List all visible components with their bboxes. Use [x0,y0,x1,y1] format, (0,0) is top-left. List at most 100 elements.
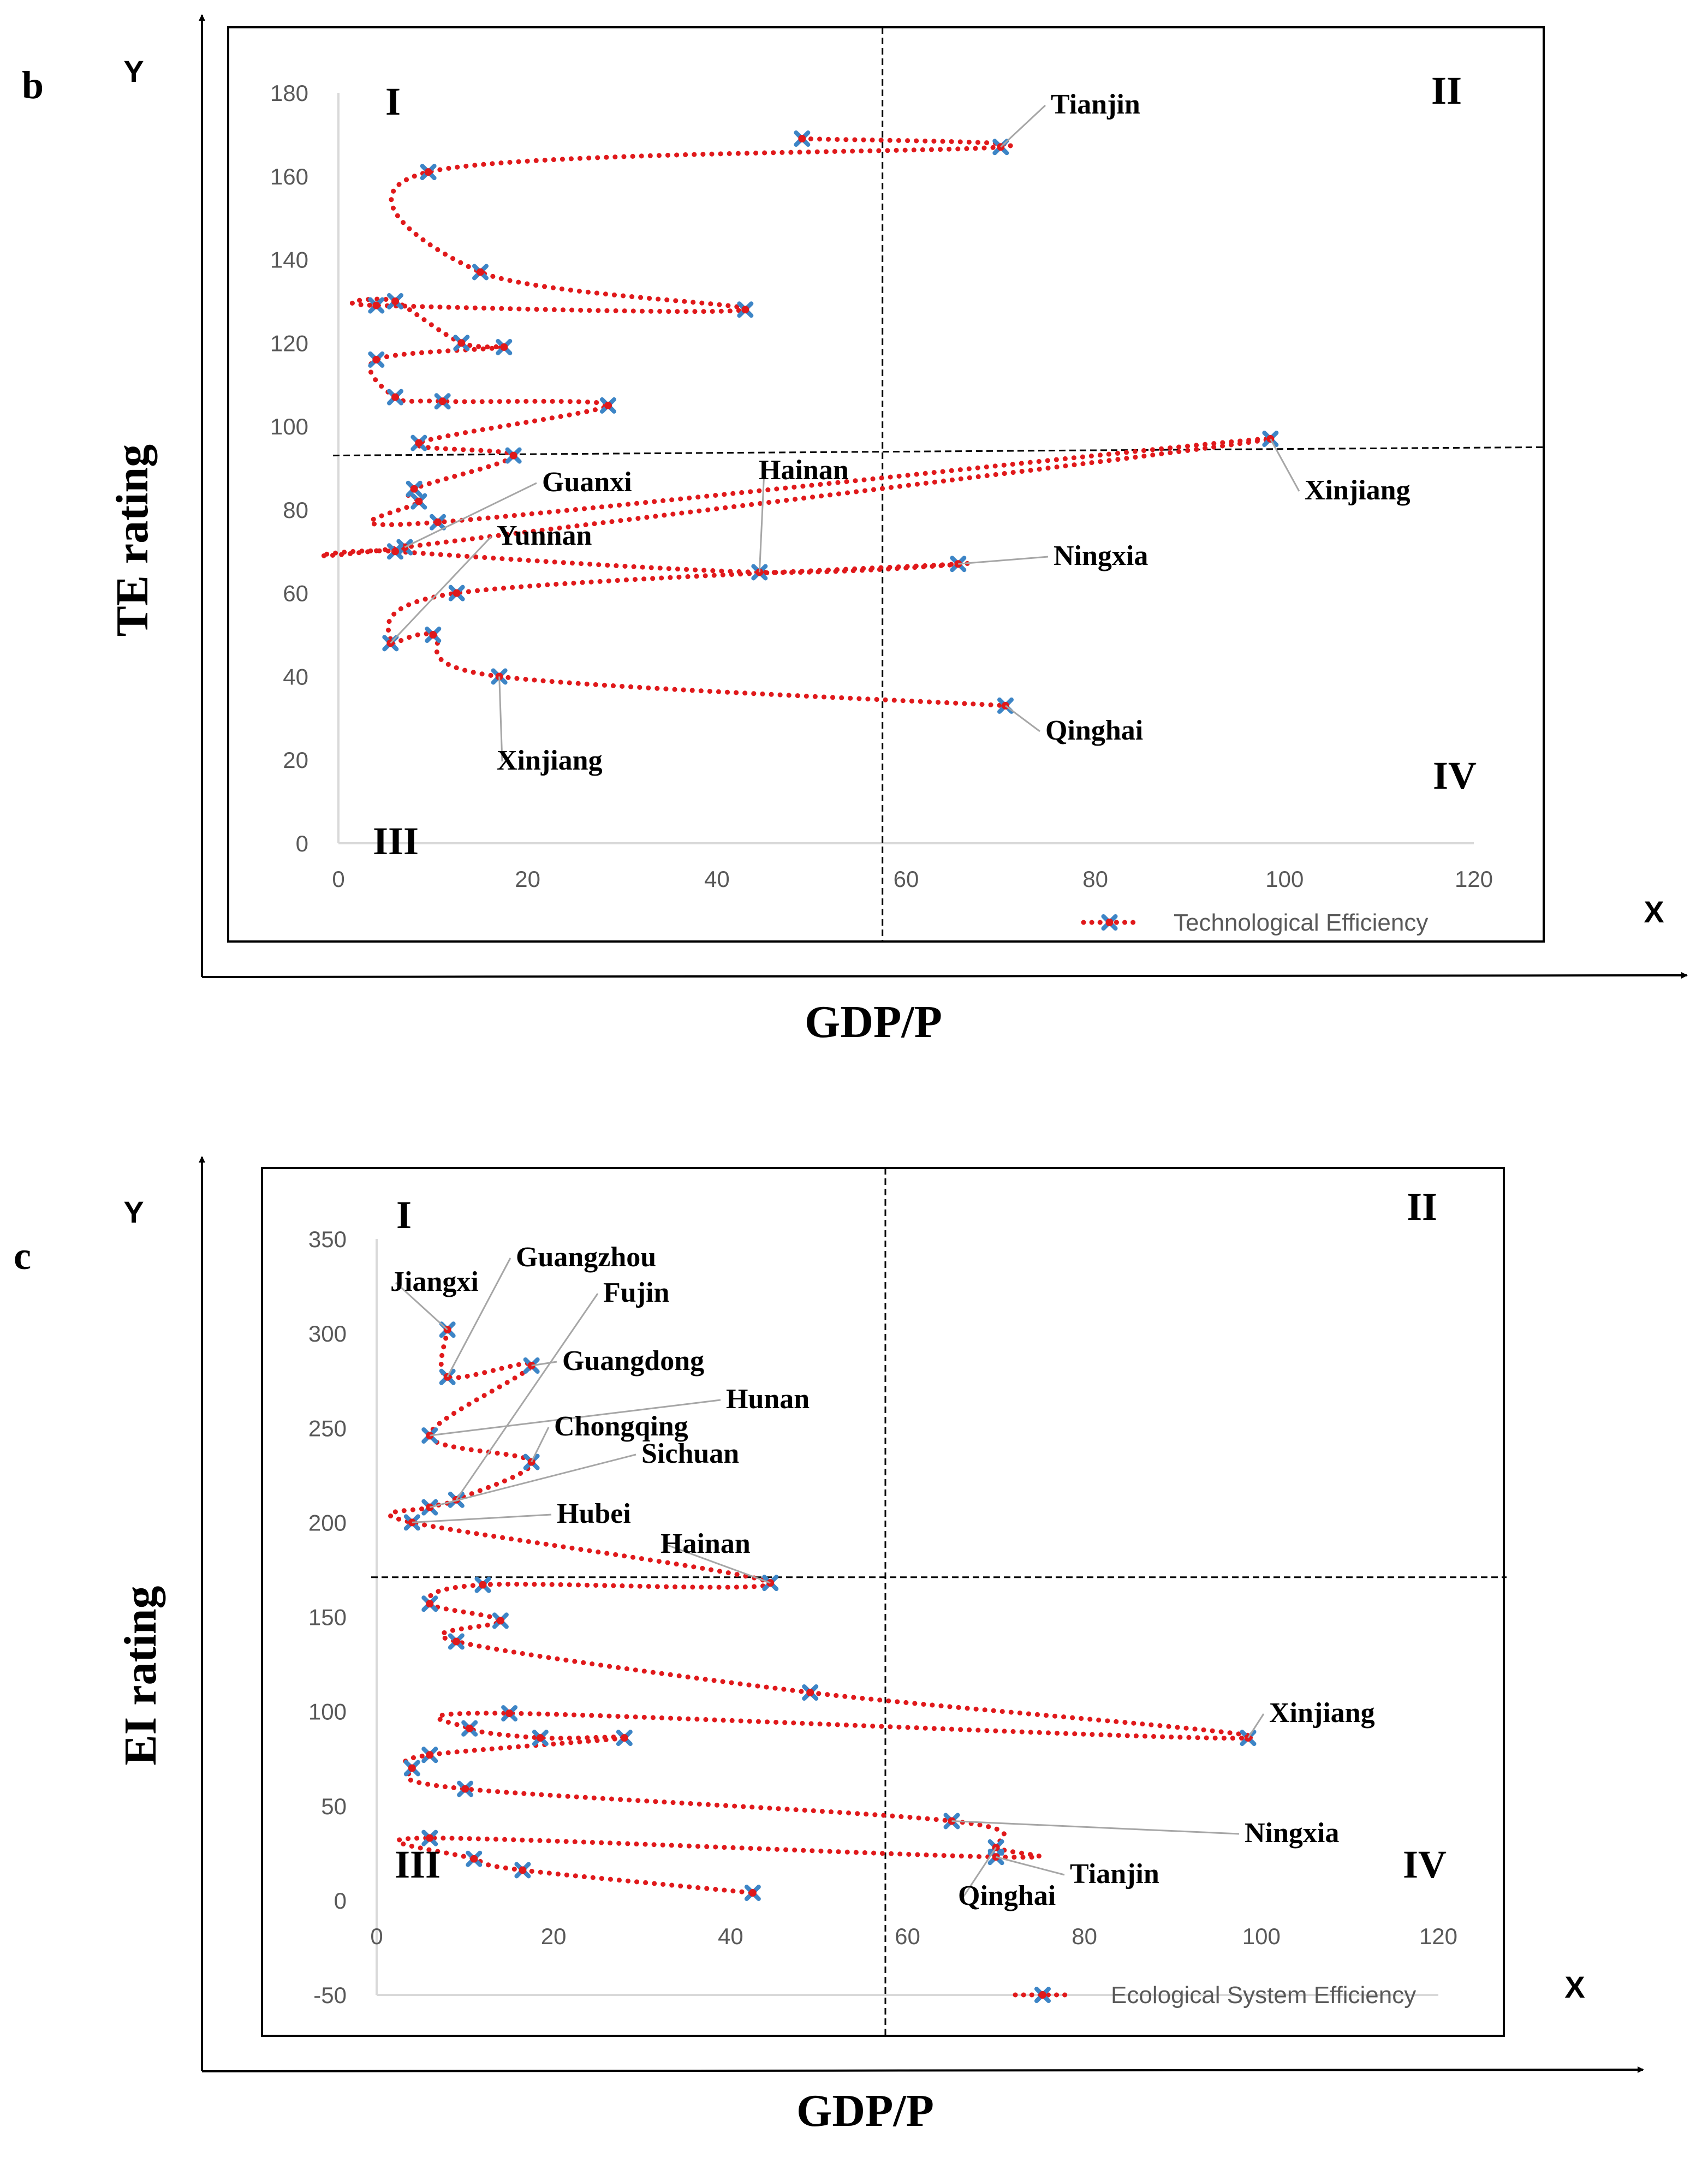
annotation-label: Sichuan [641,1438,739,1469]
data-point [461,1720,478,1737]
panel-b: 0 20 40 60 80 100 120 140 160 180 0 20 40 60 80 100 120 T… [22,14,1688,1047]
annotation-leader [455,1293,599,1500]
data-point [387,293,403,309]
data-point [387,543,403,560]
annotation-leader [958,556,1049,565]
y-tick-label: 100 [270,414,308,439]
data-point [425,627,442,643]
data-point [616,1730,633,1747]
x-axis-letter: X [1564,1970,1585,2004]
data-point [421,1830,438,1846]
annotation-label: Tianjin [1051,89,1140,120]
annotation-leader [665,1544,771,1584]
panel-letter: b [22,63,44,107]
annotation-label: Xinjiang [497,745,603,776]
annotation-label: Guangzhou [516,1242,656,1273]
annotation-label: Chongqing [554,1411,688,1442]
y-tick-label: 80 [283,497,308,523]
y-axis-letter: Y [123,54,144,88]
y-tick-label: 250 [308,1415,347,1441]
annotation-leader [390,535,492,644]
x-axis-title: GDP/P [796,2085,934,2136]
data-point [448,585,465,601]
y-tick-label: 120 [270,330,308,356]
data-point [466,1850,483,1867]
annotation-label: Qinghai [1045,715,1143,746]
data-point [403,1760,420,1777]
data-point [453,335,470,351]
data-point [514,1862,531,1879]
quadrant-label-I: I [385,80,401,123]
annotation-label: Fujin [603,1277,669,1308]
x-tick-label: 40 [718,1923,743,1949]
annotation-label: Tianjin [1070,1858,1159,1890]
quadrant-label-II: II [1407,1185,1437,1229]
data-point [406,480,422,497]
series-line [318,136,1273,708]
y-axis-title: EI rating [115,1586,166,1765]
y-tick-label: 300 [308,1321,347,1346]
y-tick-label: -50 [313,1982,347,2008]
data-point [387,389,403,406]
x-tick-label: 60 [895,1923,920,1949]
data-point [448,1633,465,1650]
x-tick-label: 120 [1455,866,1493,892]
annotation-leader [996,1856,1065,1876]
data-point [368,351,385,368]
panel-c: -50 0 50 100 150 200 250 300 350 0 20 40 60 80 100 120 G… [14,1156,1644,2136]
y-tick-label: 60 [283,581,308,606]
x-tick-label: 120 [1419,1923,1457,1949]
legend-label: Ecological System Efficiency [1111,1982,1416,2009]
annotation-label: Yunnan [497,520,592,551]
legend-marker [1034,1987,1051,2003]
annotation-leader [962,1847,997,1897]
data-point [420,164,437,181]
x-tick-label: 0 [332,866,344,892]
data-point [802,1684,819,1701]
threshold-horizontal-line [332,446,1547,457]
annotation-label: Hubei [557,1498,631,1529]
data-point [794,130,811,147]
data-point [472,264,489,281]
annotation-label: Guangdong [562,1345,704,1377]
x-tick-label: 100 [1265,866,1304,892]
annotation-label: Xinjiang [1269,1697,1375,1729]
annotation-label: Xinjiang [1305,475,1411,506]
annotation-leader [758,470,765,573]
x-tick-label: 20 [515,866,540,892]
data-point [457,1780,474,1797]
y-tick-label: 0 [296,831,308,856]
annotation-leader [430,1399,721,1437]
annotation-leader [498,676,503,762]
quadrant-label-III: III [373,819,419,863]
annotation-leader [1005,705,1040,732]
annotation-leader [531,1361,557,1367]
x-tick-label: 100 [1242,1923,1281,1949]
panel-letter: c [14,1234,31,1278]
annotation-label: Qinghai [958,1880,1056,1911]
chart-frame [261,1167,1505,2037]
data-point [532,1730,549,1747]
annotation-leader [1270,438,1300,492]
y-tick-label: 150 [308,1605,347,1630]
quadrant-label-I: I [396,1193,412,1237]
data-point [492,1612,509,1629]
annotation-leader [412,1513,552,1523]
annotation-leader [404,482,537,548]
annotation-leader [951,1820,1240,1835]
y-tick-label: 20 [283,747,308,773]
outer-x-axis-arrow [201,2066,1644,2073]
data-point [505,447,522,464]
annotation-leader [429,1453,636,1509]
series-line [387,1327,1255,1896]
annotation-label: Hunan [726,1384,810,1415]
quadrant-label-II: II [1431,69,1462,112]
chart-frame [227,26,1545,943]
data-point [368,297,385,314]
y-axis-title: TE rating [107,444,158,636]
outer-x-axis-arrow [201,972,1688,979]
data-point [421,1595,438,1612]
data-point [434,393,451,410]
y-axis-letter: Y [123,1195,144,1229]
